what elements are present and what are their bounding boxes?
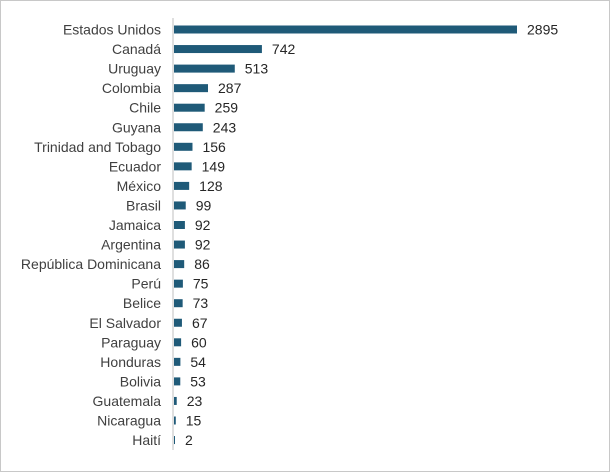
bar — [174, 221, 185, 229]
bar — [174, 123, 203, 132]
bar — [174, 84, 209, 93]
category-label: Trinidad and Tobago — [34, 139, 161, 155]
category-label: Belice — [123, 295, 161, 311]
bar — [174, 338, 182, 347]
bar — [174, 142, 193, 151]
category-label: Guyana — [112, 119, 161, 135]
value-label: 99 — [196, 197, 212, 213]
bar — [174, 201, 186, 210]
value-label: 53 — [190, 373, 206, 389]
value-label: 67 — [192, 315, 208, 331]
bar — [174, 45, 262, 54]
value-label: 54 — [190, 354, 206, 370]
category-label: Colombia — [102, 80, 161, 96]
category-label: Nicaragua — [97, 413, 161, 429]
value-label: 60 — [191, 334, 207, 350]
category-label: Perú — [131, 276, 161, 292]
bar — [174, 436, 175, 445]
category-label: Chile — [129, 100, 161, 116]
bar — [174, 25, 517, 34]
value-label: 2 — [185, 432, 193, 448]
value-label: 259 — [215, 100, 239, 116]
bar — [174, 240, 185, 249]
bar — [174, 64, 235, 73]
bar — [174, 299, 183, 308]
category-label: Bolivia — [120, 373, 161, 389]
bar — [174, 357, 181, 366]
value-label: 73 — [193, 295, 209, 311]
value-label: 513 — [245, 61, 269, 77]
category-label: Guatemala — [93, 393, 162, 409]
bar — [174, 377, 181, 386]
bar — [174, 396, 177, 405]
value-label: 742 — [272, 41, 296, 57]
category-label: Ecuador — [109, 158, 161, 174]
bars-group — [174, 25, 517, 445]
category-label: Brasil — [126, 197, 161, 213]
value-label: 156 — [202, 139, 226, 155]
category-label: Haití — [132, 432, 161, 448]
category-label: Canadá — [112, 41, 161, 57]
category-labels-group: Estados Unidos Canadá Uruguay Colombia Chile… — [21, 22, 161, 449]
bar — [174, 103, 205, 112]
value-label: 92 — [195, 237, 211, 253]
value-label: 15 — [186, 413, 202, 429]
bar — [174, 279, 183, 288]
category-label: Estados Unidos — [63, 22, 161, 38]
value-label: 2895 — [527, 22, 558, 38]
value-label: 75 — [193, 276, 209, 292]
value-label: 149 — [202, 158, 226, 174]
value-label: 92 — [195, 217, 211, 233]
bar — [174, 162, 192, 171]
category-label: Uruguay — [108, 61, 161, 77]
value-label: 23 — [187, 393, 203, 409]
bar — [174, 318, 182, 327]
category-label: Paraguay — [101, 334, 161, 350]
bar — [174, 416, 176, 425]
value-label: 287 — [218, 80, 242, 96]
category-label: Argentina — [101, 237, 161, 253]
category-label: República Dominicana — [21, 256, 161, 272]
bar — [174, 260, 185, 269]
value-label: 128 — [199, 178, 223, 194]
category-label: México — [117, 178, 162, 194]
category-label: Jamaica — [109, 217, 161, 233]
value-label: 86 — [194, 256, 210, 272]
category-label: El Salvador — [89, 315, 161, 331]
bar — [174, 181, 190, 190]
value-label: 243 — [213, 119, 237, 135]
category-label: Honduras — [100, 354, 161, 370]
